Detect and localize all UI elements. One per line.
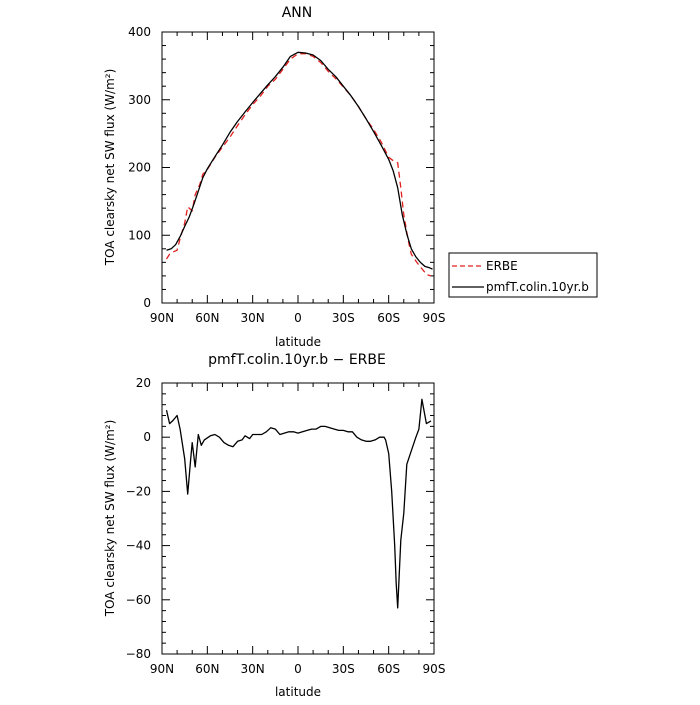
x-tick-label: 0 bbox=[294, 662, 302, 676]
x-tick-label: 90N bbox=[150, 662, 174, 676]
y-tick-label: −80 bbox=[126, 647, 151, 661]
bottom-chart-x-axis-label: latitude bbox=[275, 685, 321, 699]
y-tick-label: −60 bbox=[126, 593, 151, 607]
top-chart-frame bbox=[161, 31, 435, 304]
x-tick-label: 30N bbox=[241, 311, 265, 325]
x-tick-label: 60N bbox=[195, 311, 219, 325]
top-chart-y-axis-label: TOA clearsky net SW flux (W/m²) bbox=[103, 69, 117, 267]
legend-label-model: pmfT.colin.10yr.b bbox=[486, 280, 589, 294]
top-chart-series bbox=[165, 51, 433, 277]
y-tick-label: 0 bbox=[143, 430, 151, 444]
x-tick-label: 90N bbox=[150, 311, 174, 325]
y-tick-label: 300 bbox=[128, 93, 151, 107]
x-tick-label: 30S bbox=[332, 662, 355, 676]
series-line-pmft-colin-10yr-b bbox=[166, 51, 433, 270]
bottom-chart-ticks: 90N 60N 30N 0 30S 60S 90S −80 −60 −40 −20 0 20 bbox=[126, 376, 446, 676]
y-tick-label: 400 bbox=[128, 25, 151, 39]
legend-label-erbe: ERBE bbox=[486, 259, 518, 273]
x-tick-label: 30N bbox=[241, 662, 265, 676]
x-tick-label: 60S bbox=[377, 662, 400, 676]
y-tick-label: 100 bbox=[128, 228, 151, 242]
bottom-chart-series bbox=[165, 398, 432, 609]
series-line-erbe bbox=[165, 53, 432, 277]
x-tick-label: 0 bbox=[294, 311, 302, 325]
y-tick-label: 0 bbox=[143, 296, 151, 310]
top-chart-title: ANN bbox=[282, 5, 313, 21]
y-tick-label: −20 bbox=[126, 484, 151, 498]
series-line-difference bbox=[165, 398, 432, 609]
y-tick-label: 200 bbox=[128, 161, 151, 175]
bottom-chart: pmfT.colin.10yr.b − ERBE latitude TOA cl… bbox=[103, 352, 445, 699]
x-tick-label: 60S bbox=[377, 311, 400, 325]
y-tick-label: −40 bbox=[126, 539, 151, 553]
legend-frame bbox=[448, 252, 598, 298]
top-chart-ticks: 90N 60N 30N 0 30S 60S 90S 0 100 200 300 400 bbox=[128, 25, 445, 325]
x-tick-label: 30S bbox=[332, 311, 355, 325]
x-tick-label: 90S bbox=[423, 662, 446, 676]
top-chart: ANN latitude TOA clearsky net SW flux (W… bbox=[103, 5, 445, 349]
y-tick-label: 20 bbox=[136, 376, 151, 390]
bottom-chart-y-axis-label: TOA clearsky net SW flux (W/m²) bbox=[103, 420, 117, 618]
bottom-chart-title: pmfT.colin.10yr.b − ERBE bbox=[208, 352, 386, 368]
top-chart-x-axis-label: latitude bbox=[275, 335, 321, 349]
x-tick-label: 60N bbox=[195, 662, 219, 676]
x-tick-label: 90S bbox=[423, 311, 446, 325]
legend: ERBE pmfT.colin.10yr.b bbox=[448, 252, 598, 298]
